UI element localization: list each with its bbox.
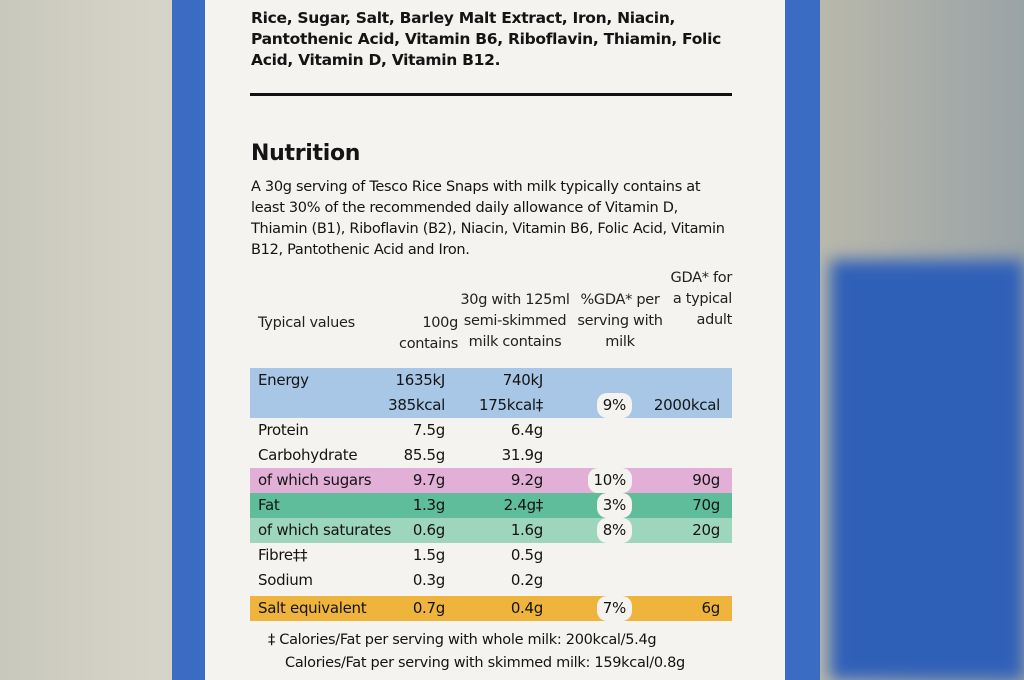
table-row: of which saturates 0.6g 1.6g 8% 20g <box>250 518 732 543</box>
column-header: 30g with 125ml semi-skimmed milk contain… <box>460 292 570 350</box>
cell-per-serving: 0.5g <box>510 546 543 564</box>
ingredients: Rice, Sugar, Salt, Barley Malt Extract, … <box>251 9 721 69</box>
cell-per-serving: 2.4g‡ <box>503 496 544 514</box>
table-row: Fibre‡‡ 1.5g 0.5g <box>250 543 732 568</box>
cell-per-100g: 1635kJ <box>395 371 446 389</box>
heading: Nutrition <box>251 141 361 166</box>
cell-per-serving: 31.9g <box>501 446 544 464</box>
cell-per-serving: 175kcal‡ <box>478 396 543 414</box>
table-row: of which sugars 9.7g 9.2g 10% 90g <box>250 468 732 493</box>
cell-per-serving: 0.4g <box>510 599 543 617</box>
table-row: Fat 1.3g 2.4g‡ 3% 70g <box>250 493 732 518</box>
cell-gda-pct: 10% <box>587 468 632 493</box>
cell-per-100g: 0.6g <box>412 521 445 539</box>
table-row: Protein 7.5g 6.4g <box>250 418 732 443</box>
cell-per-100g: 0.3g <box>412 571 445 589</box>
cell-label: Fat <box>258 496 280 514</box>
cell-label: of which saturates <box>258 521 391 539</box>
cell-label: Salt equivalent <box>258 599 367 617</box>
cell-gda-pct: 7% <box>596 596 632 621</box>
cell-per-serving: 6.4g <box>510 421 543 439</box>
cell-per-serving: 740kJ <box>502 371 544 389</box>
cell-label: Protein <box>258 421 309 439</box>
cell-per-serving: 0.2g <box>510 571 543 589</box>
cell-gda: 2000kcal <box>653 396 720 414</box>
table-row: Energy 1635kJ 740kJ <box>250 368 732 393</box>
label-panel <box>205 0 785 680</box>
cell-gda: 6g <box>701 599 721 617</box>
cell-per-100g: 7.5g <box>412 421 445 439</box>
footnote: Calories/Fat per serving with skimmed mi… <box>285 655 685 671</box>
cell-per-100g: 9.7g <box>412 471 445 489</box>
cell-label: Carbohydrate <box>258 446 358 464</box>
table-row: Salt equivalent 0.7g 0.4g 7% 6g <box>250 596 732 621</box>
cell-per-serving: 9.2g <box>510 471 543 489</box>
cell-per-100g: 1.3g <box>412 496 445 514</box>
table-row: 385kcal 175kcal‡ 9% 2000kcal <box>250 393 732 418</box>
cell-gda-pct: 9% <box>596 393 632 418</box>
background-blur <box>830 260 1024 680</box>
table-row: Sodium 0.3g 0.2g <box>250 568 732 593</box>
column-header: %GDA* per serving with milk <box>577 292 663 350</box>
footnote: ‡ Calories/Fat per serving with whole mi… <box>268 632 657 648</box>
column-header: GDA* for a typical adult <box>670 270 733 328</box>
cell-label: of which sugars <box>258 471 372 489</box>
column-header: Typical values <box>258 315 355 331</box>
cell-per-100g: 1.5g <box>412 546 445 564</box>
cell-per-serving: 1.6g <box>510 521 543 539</box>
cell-gda: 70g <box>692 496 720 514</box>
cell-per-100g: 85.5g <box>403 446 446 464</box>
cell-label: Fibre‡‡ <box>258 546 308 564</box>
table-row: Carbohydrate 85.5g 31.9g <box>250 443 732 468</box>
cell-gda-pct: 3% <box>596 493 632 518</box>
cell-per-100g: 385kcal <box>388 396 445 414</box>
cell-label: Sodium <box>258 571 313 589</box>
cell-gda-pct: 8% <box>596 518 632 543</box>
cell-label: Energy <box>258 371 309 389</box>
cell-gda: 20g <box>692 521 720 539</box>
cell-gda: 90g <box>692 471 720 489</box>
column-header: 100g contains <box>399 315 458 352</box>
rule <box>250 93 732 96</box>
cell-per-100g: 0.7g <box>412 599 445 617</box>
intro: A 30g serving of Tesco Rice Snaps with m… <box>251 179 725 258</box>
